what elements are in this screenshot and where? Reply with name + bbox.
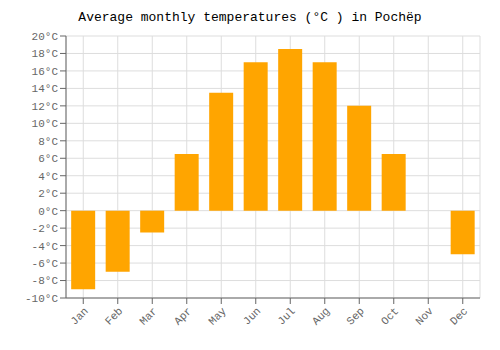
svg-text:-4°C: -4°C [32,241,59,253]
svg-text:-8°C: -8°C [32,275,59,287]
svg-text:-6°C: -6°C [32,258,59,270]
svg-text:4°C: 4°C [38,171,58,183]
svg-text:Apr: Apr [172,305,194,327]
svg-text:Sep: Sep [344,305,366,327]
svg-text:12°C: 12°C [32,101,59,113]
svg-text:10°C: 10°C [32,118,59,130]
svg-text:0°C: 0°C [38,206,58,218]
svg-text:2°C: 2°C [38,188,58,200]
svg-text:Mar: Mar [137,305,159,327]
svg-text:16°C: 16°C [32,66,59,78]
svg-text:Oct: Oct [379,305,401,327]
svg-text:May: May [206,305,229,328]
svg-text:8°C: 8°C [38,136,58,148]
svg-text:-2°C: -2°C [32,223,59,235]
svg-text:20°C: 20°C [32,31,59,43]
svg-text:Feb: Feb [103,305,125,327]
svg-text:Dec: Dec [448,305,470,327]
svg-text:14°C: 14°C [32,83,59,95]
svg-text:Nov: Nov [413,305,436,328]
svg-text:-10°C: -10°C [25,293,58,305]
html-text:Average monthly temperatures (: Average monthly temperatures (°C ) in Po… [78,10,422,25]
svg-text:18°C: 18°C [32,48,59,60]
svg-text:Aug: Aug [310,305,332,327]
svg-text:Jan: Jan [68,305,90,327]
svg-text:Jun: Jun [241,305,263,327]
svg-text:6°C: 6°C [38,153,58,165]
svg-text:Jul: Jul [275,305,297,327]
